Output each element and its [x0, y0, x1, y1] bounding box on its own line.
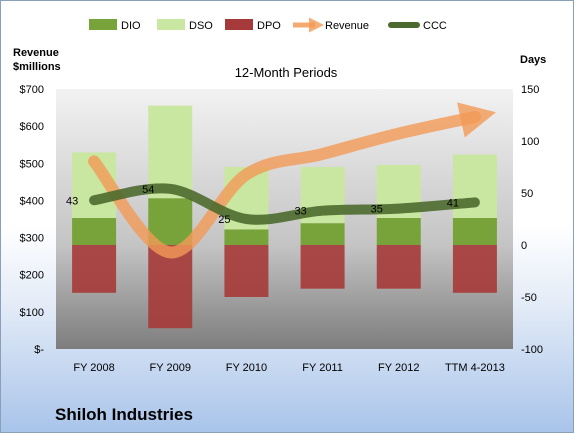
ccc-data-label: 25 — [218, 214, 230, 226]
x-category-label: FY 2009 — [150, 362, 191, 374]
y-right-label: Days — [520, 54, 546, 66]
ccc-data-label: 43 — [66, 195, 78, 207]
legend-swatch-dio — [89, 19, 117, 30]
bar-dso — [148, 105, 193, 199]
ccc-data-label: 54 — [142, 184, 154, 196]
legend-label-ccc: CCC — [423, 20, 447, 32]
y-right-tick-label: 100 — [521, 136, 539, 148]
ccc-data-label: 41 — [447, 197, 459, 209]
chart-title: 12-Month Periods — [235, 65, 338, 80]
bar-dpo — [224, 245, 269, 297]
y-left-tick-label: $600 — [20, 121, 44, 133]
bar-dpo — [300, 245, 345, 289]
legend-label-revenue: Revenue — [325, 20, 369, 32]
y-right-tick-label: 50 — [521, 188, 533, 200]
y-left-tick-label: $700 — [20, 84, 44, 96]
bar-dpo — [148, 245, 193, 329]
legend-label-dpo: DPO — [257, 20, 281, 32]
bar-dio — [72, 217, 117, 245]
y-left-tick-label: $100 — [20, 307, 44, 319]
y-left-tick-label: $400 — [20, 195, 44, 207]
category-labels: FY 2008 FY 2009 FY 2010 FY 2011 FY 2012 TTM 4… — [73, 362, 504, 374]
y-left-label-line1: Revenue — [13, 47, 59, 59]
legend-swatch-dpo — [225, 19, 253, 30]
y-right-tick-label: -50 — [521, 292, 537, 304]
legend-swatch-dso — [157, 19, 185, 30]
bar-dio — [376, 217, 421, 245]
x-category-label: FY 2008 — [73, 362, 114, 374]
x-category-label: FY 2010 — [226, 362, 267, 374]
ccc-data-label: 33 — [294, 206, 306, 218]
axis-ticks: $- $100 $200 $300 $400 $500 $600 $700 -100 -50 0 50… — [20, 84, 544, 356]
y-right-tick-label: 0 — [521, 240, 527, 252]
bars — [72, 105, 497, 329]
y-right-tick-label: -100 — [521, 344, 543, 356]
x-category-label: TTM 4-2013 — [445, 362, 505, 374]
ccc-line — [89, 183, 480, 225]
company-name: Shiloh Industries — [55, 405, 193, 424]
bar-dio — [452, 217, 497, 245]
lines — [88, 102, 497, 259]
x-category-label: FY 2011 — [302, 362, 343, 374]
y-right-tick-label: 150 — [521, 84, 539, 96]
y-left-label-line2: $millions — [13, 61, 61, 73]
bar-dio — [224, 229, 269, 245]
bar-dpo — [376, 245, 421, 289]
revenue-line — [88, 102, 497, 259]
bar-dio — [300, 223, 345, 245]
ccc-data-label: 35 — [371, 204, 383, 216]
bar-dpo — [452, 245, 497, 293]
y-left-tick-label: $300 — [20, 233, 44, 245]
legend-label-dso: DSO — [189, 20, 213, 32]
bar-dpo — [72, 245, 117, 293]
y-left-tick-label: $500 — [20, 158, 44, 170]
legend-label-dio: DIO — [121, 20, 141, 32]
y-left-tick-label: $200 — [20, 270, 44, 282]
legend: DIO DSO DPO Revenue CCC — [89, 17, 447, 33]
data-labels: 43 54 25 33 35 41 — [66, 184, 459, 226]
y-left-tick-label: $- — [34, 344, 44, 356]
x-category-label: FY 2012 — [378, 362, 419, 374]
